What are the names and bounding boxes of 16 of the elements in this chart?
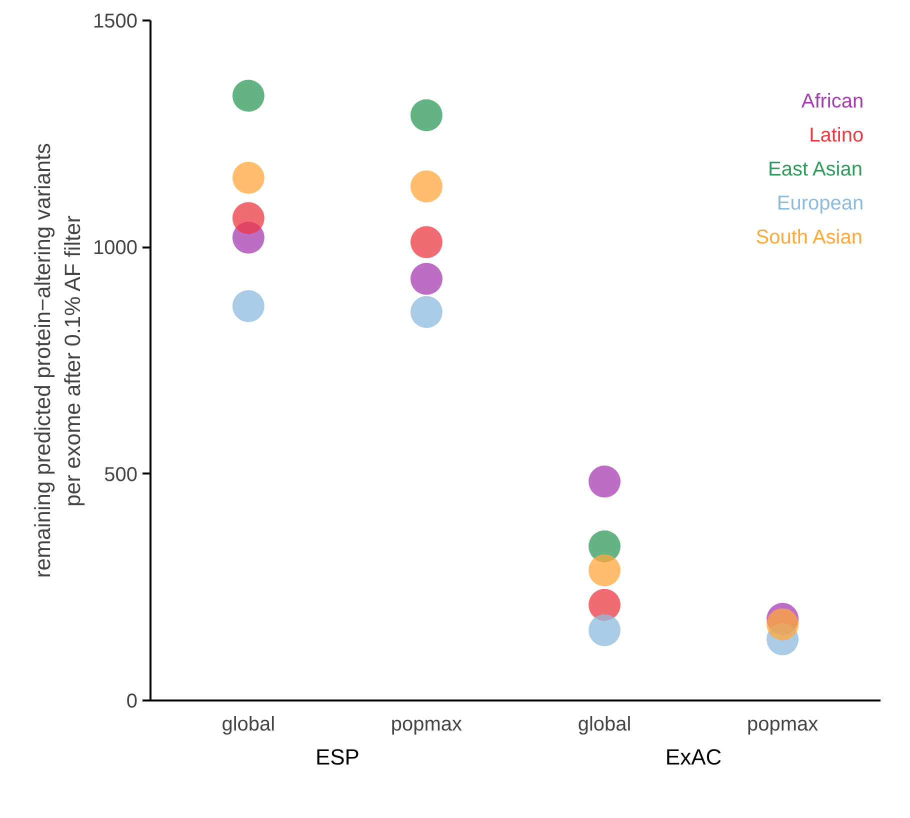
- y-axis-title: remaining predicted protein−altering variants per exome after 0.1% AF filter: [30, 143, 86, 578]
- x-tick-label: popmax: [746, 714, 818, 736]
- y-tick-label: 1000: [93, 237, 138, 260]
- x-tick-label: global: [222, 714, 276, 736]
- text: ESP: [315, 744, 360, 770]
- y-tick-label: 0: [126, 690, 138, 712]
- text: South Asian: [756, 226, 862, 248]
- x-tick-label: global: [578, 714, 632, 736]
- text: European: [776, 192, 864, 214]
- text: ExAC: [665, 744, 722, 770]
- y-tick-label: 1500: [93, 10, 138, 32]
- text: East Asian: [768, 158, 863, 180]
- text: Latino: [809, 124, 864, 146]
- text: African: [801, 90, 864, 112]
- x-tick-label: popmax: [390, 714, 462, 736]
- y-tick-label: 500: [104, 464, 138, 486]
